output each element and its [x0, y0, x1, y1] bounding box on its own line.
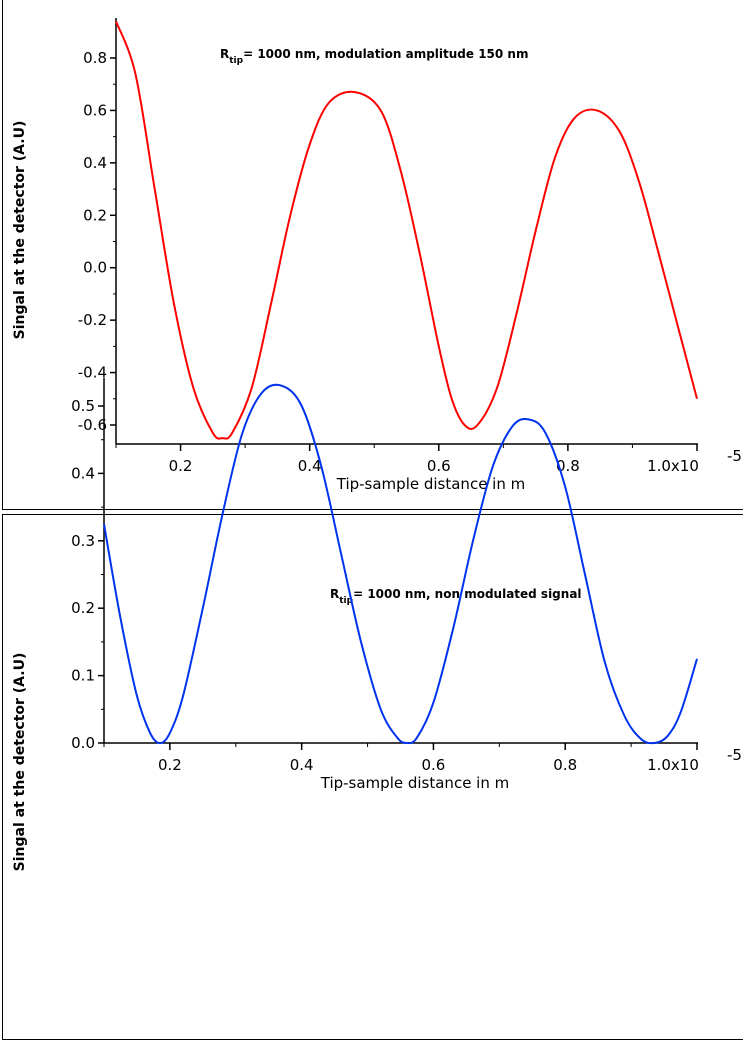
- y-axis-title: Singal at the detector (A.U): [12, 121, 28, 340]
- annotation-text: = 1000 nm, non modulated signal: [353, 587, 581, 601]
- series-line: [103, 383, 698, 745]
- y-axis-title: Singal at the detector (A.U): [12, 653, 28, 872]
- x-axis-title: Tip-sample distance in m: [320, 774, 510, 792]
- x-tick-label: 0.4: [290, 756, 314, 774]
- annotation-text: = 1000 nm, modulation amplitude 150 nm: [243, 47, 528, 61]
- y-tick-label: 0.4: [83, 154, 107, 172]
- y-tick-label: 0.2: [71, 599, 95, 617]
- chart-annotation: Rtip= 1000 nm, non modulated signal: [330, 587, 582, 606]
- x-tick-label: 0.2: [169, 457, 193, 475]
- y-tick-label: 0.4: [71, 464, 95, 482]
- x-tick-label: 0.2: [158, 756, 182, 774]
- chart-panel-bottom: [2, 514, 743, 1040]
- annotation-subscript: tip: [339, 596, 353, 606]
- series-line: [115, 20, 698, 440]
- x-exponent-label: -5: [727, 746, 742, 764]
- y-tick-label: 0.2: [83, 206, 107, 224]
- y-tick-label: -0.4: [78, 364, 107, 382]
- x-tick-label: 1.0x10: [647, 457, 699, 475]
- annotation-subscript: tip: [229, 56, 243, 66]
- y-tick-label: 0.3: [71, 532, 95, 550]
- chart-bottom: 0.5 0.4 0.3 0.2 0.1 0.0 0.2 0.4 0.6 0.8 1.0x10 -5 Ti…: [12, 378, 742, 871]
- x-tick-label: 0.6: [422, 756, 446, 774]
- y-tick-label: 0.1: [71, 667, 95, 685]
- y-tick-label: 0.5: [71, 397, 95, 415]
- chart-panel-top: [2, 0, 743, 510]
- x-axis-title: Tip-sample distance in m: [336, 475, 526, 493]
- x-tick-label: 1.0x10: [647, 756, 699, 774]
- x-tick-label: 0.8: [556, 457, 580, 475]
- x-tick-label: 0.6: [427, 457, 451, 475]
- y-tick-label: 0.0: [71, 734, 95, 752]
- chart-annotation: Rtip= 1000 nm, modulation amplitude 150 …: [220, 47, 528, 66]
- chart-top: 0.8 0.6 0.4 0.2 0.0 -0.2 -0.4 -0.6 0.2 0.4 0.6 0.8 1…: [12, 18, 742, 493]
- annotation-prefix: R: [330, 587, 339, 601]
- y-tick-label: -0.6: [78, 416, 107, 434]
- x-tick-label: 0.4: [298, 457, 322, 475]
- x-exponent-label: -5: [727, 447, 742, 465]
- y-tick-label: 0.0: [83, 259, 107, 277]
- y-tick-label: -0.2: [78, 311, 107, 329]
- annotation-prefix: R: [220, 47, 229, 61]
- y-tick-label: 0.8: [83, 49, 107, 67]
- y-tick-label: 0.6: [83, 101, 107, 119]
- x-tick-label: 0.8: [553, 756, 577, 774]
